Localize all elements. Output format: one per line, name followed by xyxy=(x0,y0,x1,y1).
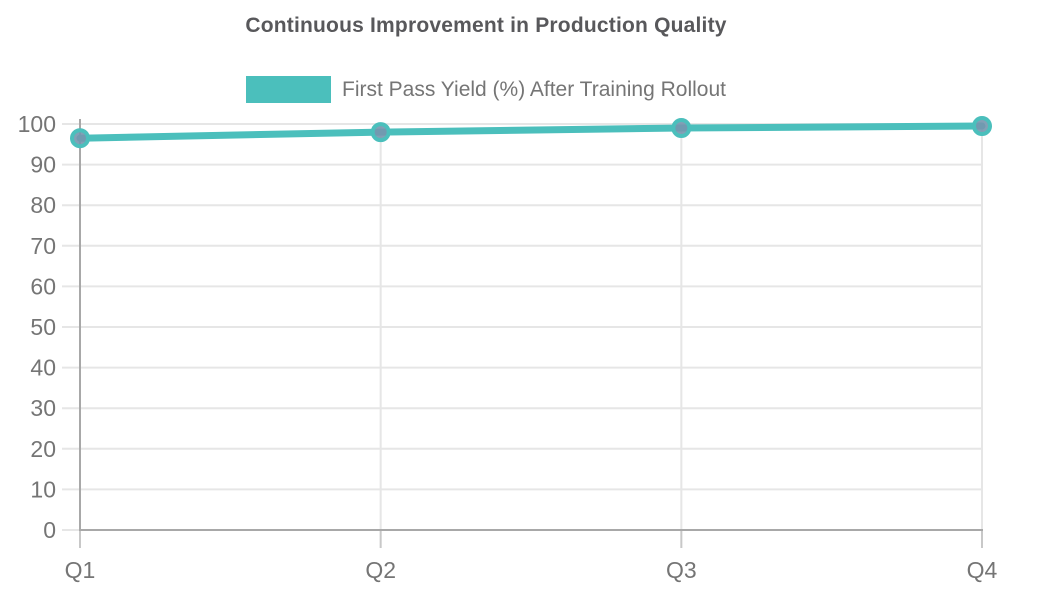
x-axis-label: Q1 xyxy=(65,557,96,583)
y-axis-label: 60 xyxy=(30,273,56,299)
y-axis-label: 0 xyxy=(43,517,56,543)
y-axis-label: 30 xyxy=(30,395,56,421)
legend-label: First Pass Yield (%) After Training Roll… xyxy=(342,77,726,101)
legend-swatch xyxy=(246,76,331,103)
y-axis-label: 40 xyxy=(30,355,56,381)
legend: First Pass Yield (%) After Training Roll… xyxy=(0,76,972,103)
y-axis-label: 90 xyxy=(30,152,56,178)
data-point xyxy=(671,118,692,139)
series-line xyxy=(76,122,986,142)
data-point xyxy=(972,116,992,137)
chart-title: Continuous Improvement in Production Qua… xyxy=(245,14,727,37)
x-axis-label: Q3 xyxy=(666,557,697,583)
y-axis-label: 10 xyxy=(30,476,56,502)
data-point xyxy=(70,128,90,149)
y-axis-label: 100 xyxy=(18,111,56,137)
x-axis-label: Q4 xyxy=(967,557,998,583)
y-axis-label: 80 xyxy=(30,192,56,218)
chart-header: Continuous Improvement in Production Qua… xyxy=(0,0,972,103)
y-axis-label: 20 xyxy=(30,436,56,462)
data-point xyxy=(370,122,391,143)
y-axis-label: 70 xyxy=(30,233,56,259)
y-axis-label: 50 xyxy=(30,314,56,340)
x-axis-label: Q2 xyxy=(365,557,396,583)
